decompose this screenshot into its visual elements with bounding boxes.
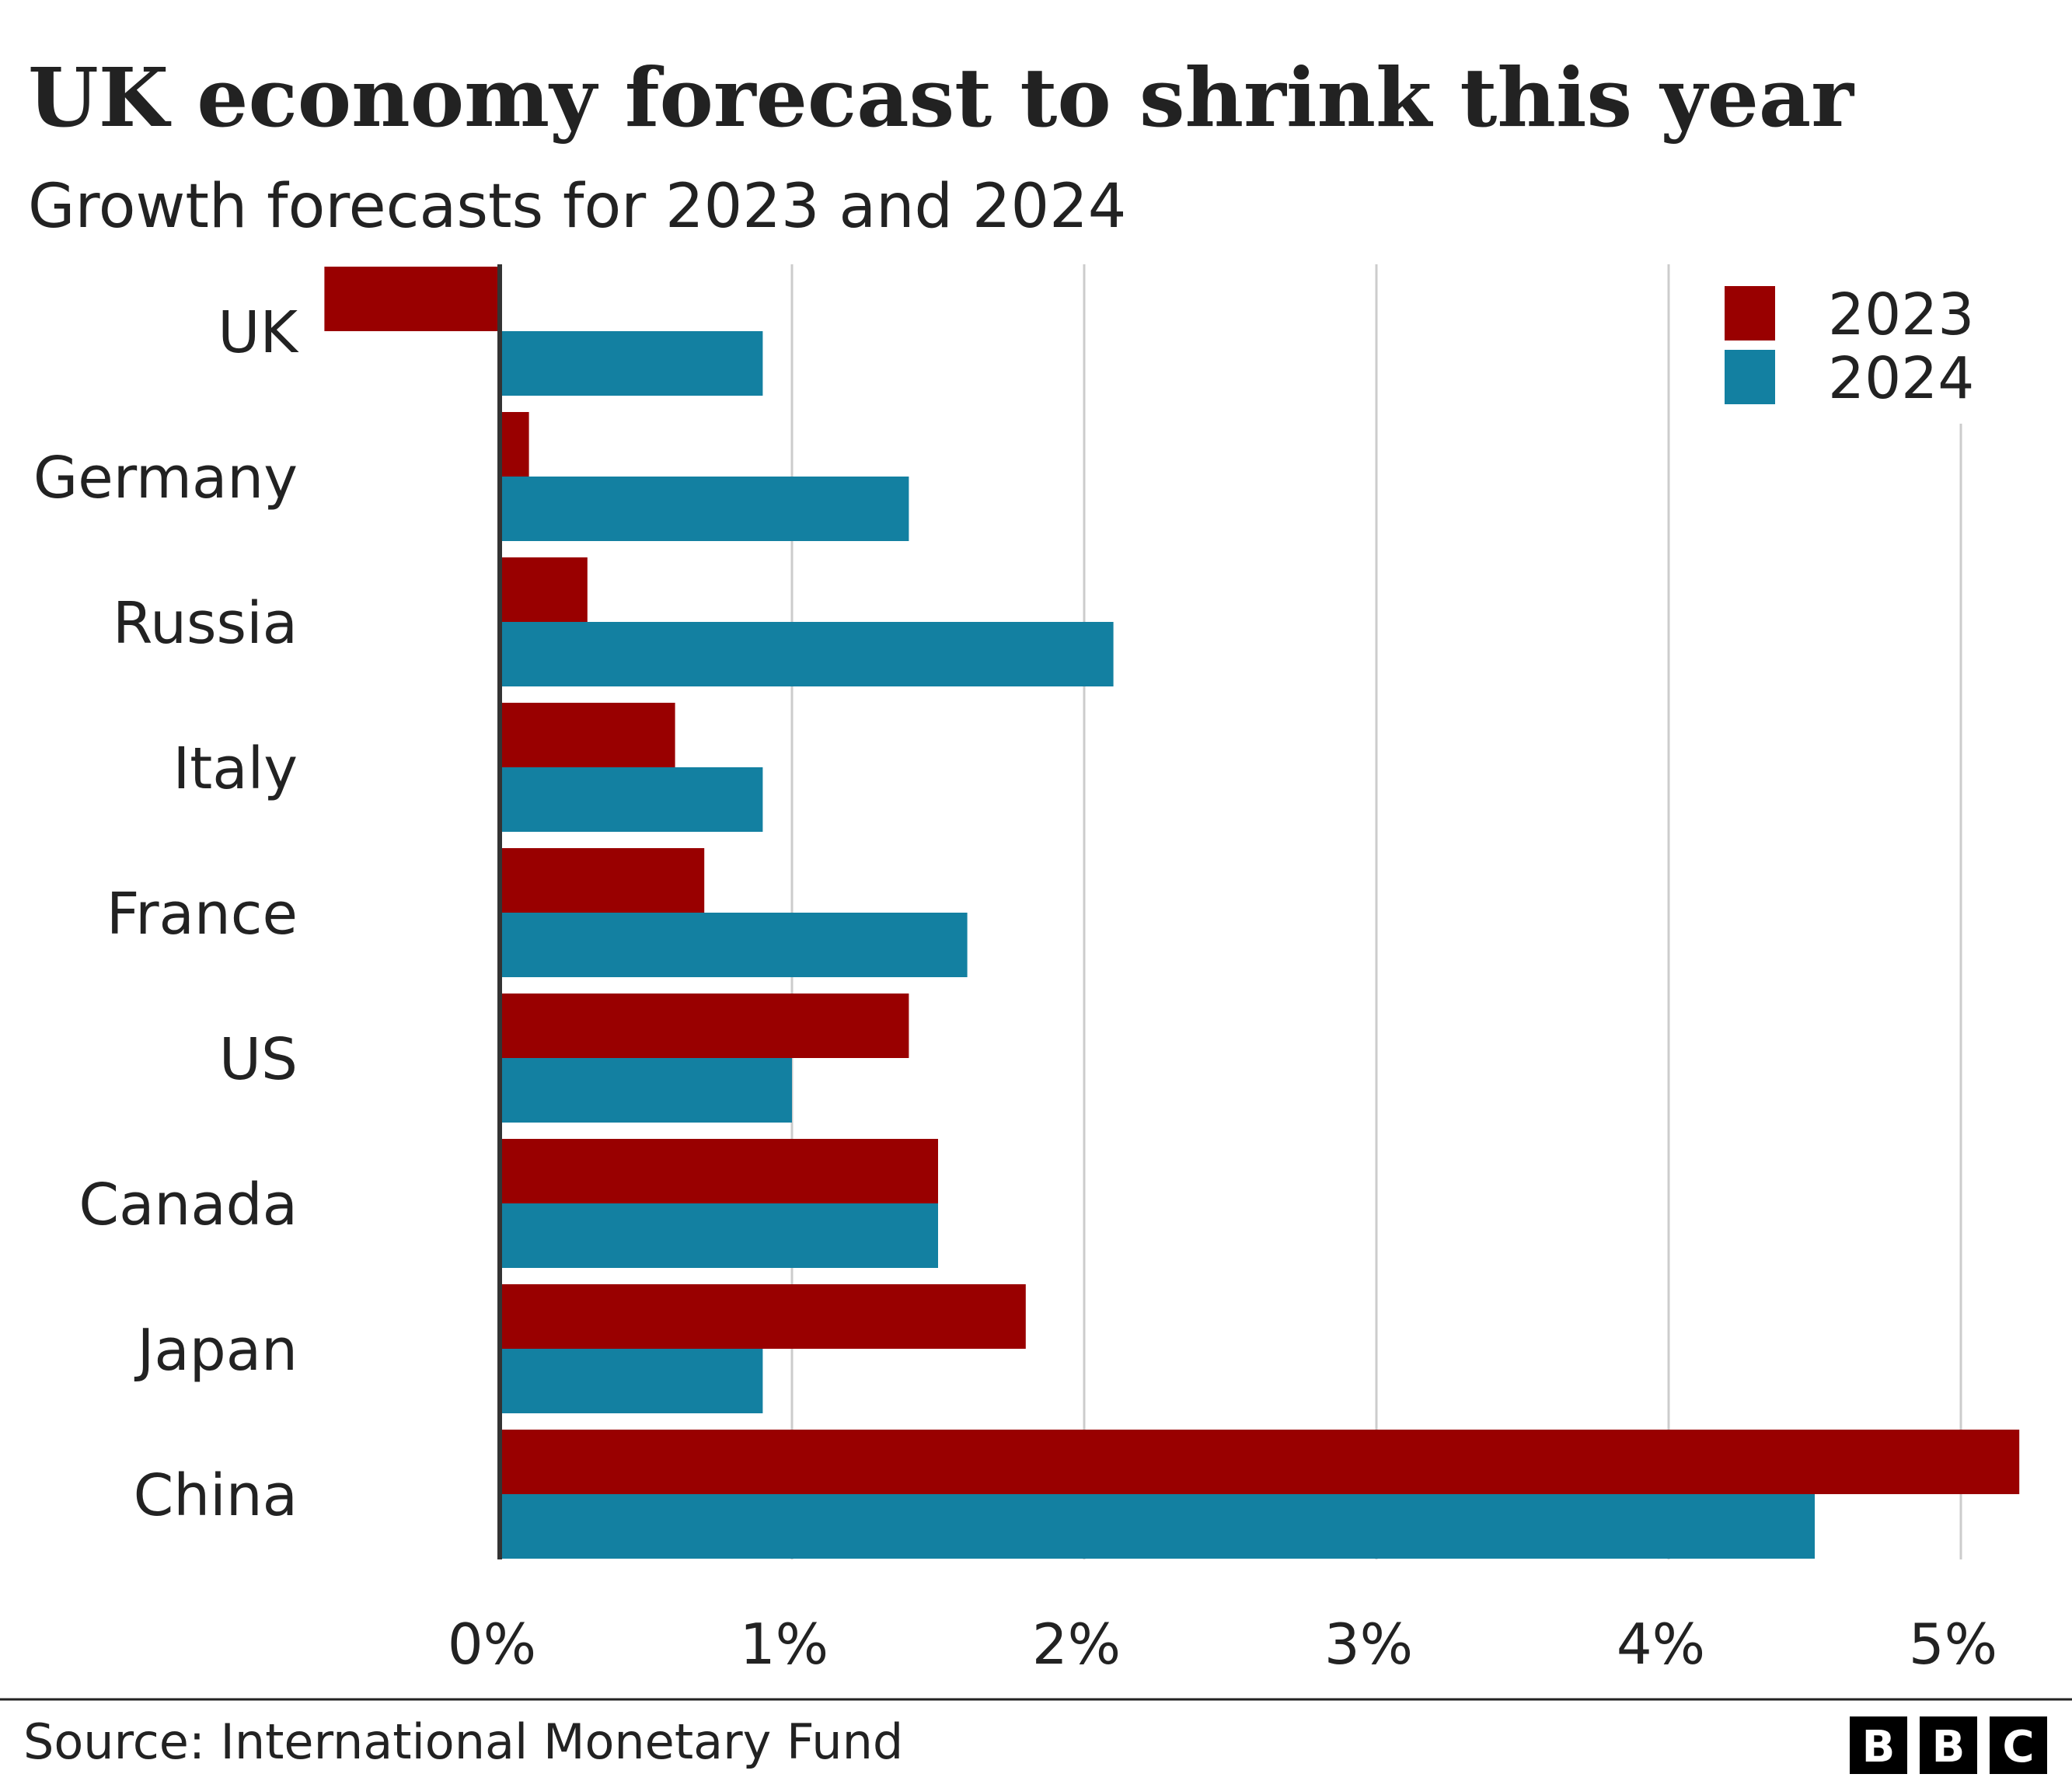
chart-subtitle: Growth forecasts for 2023 and 2024	[28, 172, 1126, 242]
category-label: Japan	[134, 1317, 298, 1384]
bar-2024-russia	[500, 622, 1114, 686]
legend-swatch-2023	[1725, 286, 1775, 340]
bar-2023-germany	[500, 412, 529, 477]
bar-2024-uk	[500, 331, 763, 396]
bar-2024-germany	[500, 477, 909, 541]
bar-2024-us	[500, 1058, 792, 1123]
chart-title: UK economy forecast to shrink this year	[28, 50, 1854, 145]
x-tick-label: 3%	[1324, 1612, 1413, 1677]
bar-2024-italy	[500, 767, 763, 832]
bbc-logo: B B C	[1850, 1716, 2047, 1774]
x-tick-label: 5%	[1909, 1612, 1997, 1677]
svg-text:B: B	[1932, 1722, 1966, 1772]
category-label: France	[106, 881, 298, 948]
category-label: China	[134, 1462, 298, 1529]
x-tick-label: 2%	[1032, 1612, 1121, 1677]
category-label: Canada	[78, 1172, 298, 1238]
bar-2023-us	[500, 994, 909, 1058]
svg-text:C: C	[2002, 1722, 2034, 1772]
source-text: Source: International Monetary Fund	[23, 1713, 903, 1770]
svg-text:B: B	[1862, 1722, 1896, 1772]
x-tick-label: 0%	[448, 1612, 536, 1677]
category-label: Germany	[33, 445, 298, 512]
bar-2023-italy	[500, 703, 675, 767]
bar-2023-uk	[324, 267, 500, 331]
bar-2024-japan	[500, 1349, 763, 1413]
category-label: Russia	[113, 590, 298, 657]
legend-label: 2024	[1828, 345, 1974, 412]
x-tick-label: 4%	[1617, 1612, 1705, 1677]
bar-2023-france	[500, 848, 705, 913]
legend-label: 2023	[1828, 281, 1974, 348]
legend-swatch-2024	[1725, 350, 1775, 404]
bar-2024-france	[500, 913, 968, 977]
bar-2023-canada	[500, 1139, 938, 1203]
bar-2023-china	[500, 1430, 2020, 1494]
bar-2024-canada	[500, 1203, 938, 1268]
category-label: Italy	[173, 735, 298, 802]
category-label: US	[219, 1026, 298, 1093]
x-tick-label: 1%	[740, 1612, 828, 1677]
category-label: UK	[218, 299, 299, 366]
bar-2023-japan	[500, 1284, 1026, 1349]
bar-2023-russia	[500, 557, 588, 622]
bar-2024-china	[500, 1494, 1815, 1559]
